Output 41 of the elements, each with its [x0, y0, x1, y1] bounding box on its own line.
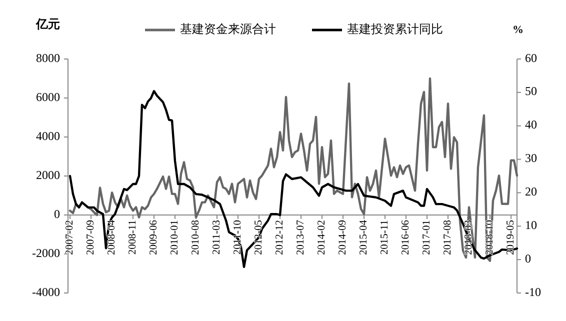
x-tick-label: 2018-03: [463, 220, 474, 255]
y-axis-title: 亿元: [35, 17, 60, 31]
x-tick-label: 2014-09: [337, 220, 348, 255]
y2-tick-label: 30: [525, 151, 537, 166]
y-tick-label: 6000: [36, 90, 60, 104]
y2-tick-label: 40: [525, 118, 537, 132]
x-tick-label: 2008-11: [127, 220, 138, 255]
y-tick-label: 0: [54, 206, 60, 221]
x-tick-label: 2010-08: [190, 220, 202, 255]
x-tick-label: 2014-02: [316, 220, 328, 255]
x-tick-label: 2007-09: [85, 220, 96, 255]
x-tick-label: 2019-05: [505, 220, 516, 255]
y-tick-label: 8000: [36, 50, 60, 65]
x-tick-label: 2011-10: [232, 220, 244, 255]
x-tick-label: 2007-02: [64, 220, 76, 255]
x-tick-label: 2008-04: [106, 219, 118, 255]
y2-tick-label: 10: [525, 218, 537, 232]
x-tick-label: 2012-12: [274, 220, 286, 255]
y-tick-label: -2000: [32, 246, 60, 260]
legend-label: 基建投资累计同比: [347, 22, 443, 36]
x-tick-label: 2016-06: [400, 220, 412, 255]
y-tick-label: 4000: [36, 128, 60, 143]
y-tick-label: -4000: [32, 284, 60, 299]
y-tick-label: 2000: [36, 168, 60, 182]
y2-tick-label: 0: [525, 251, 531, 266]
x-tick-label: 2009-06: [148, 220, 160, 255]
x-tick-label: 2012-05: [253, 220, 264, 255]
x-tick-label: 2017-08: [442, 220, 454, 255]
x-tick-label: 2015-04: [358, 219, 370, 255]
x-tick-label: 2018-10: [484, 220, 496, 255]
y2-axis-title: %: [512, 24, 524, 36]
x-tick-label: 2013-07: [295, 220, 306, 255]
y2-tick-label: 60: [525, 50, 537, 65]
y2-tick-label: 50: [525, 84, 537, 98]
x-tick-label: 2015-11: [379, 220, 390, 255]
x-tick-label: 2010-01: [169, 220, 180, 255]
x-tick-label: 2017-01: [421, 220, 432, 255]
y2-tick-label: 20: [525, 184, 537, 198]
x-tick-label: 2011-03: [211, 220, 222, 255]
y2-tick-label: -10: [525, 284, 541, 299]
legend-label: 基建资金来源合计: [180, 22, 276, 36]
